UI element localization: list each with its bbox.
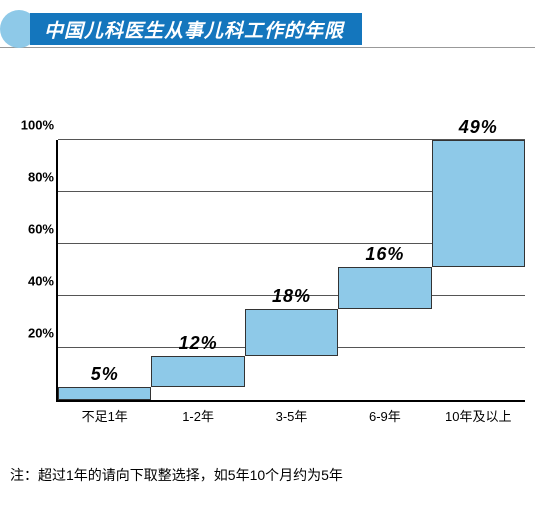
- y-axis-label: 20%: [12, 326, 54, 341]
- bar: [432, 140, 525, 267]
- bar-value-label: 12%: [151, 333, 244, 354]
- bar-group: 18%3-5年: [245, 140, 338, 400]
- x-axis-label: 3-5年: [245, 406, 338, 425]
- bar-group: 49%10年及以上: [432, 140, 525, 400]
- bar-value-label: 16%: [338, 244, 431, 265]
- bar: [58, 387, 151, 400]
- x-axis-label: 不足1年: [58, 406, 151, 425]
- chart-title: 中国儿科医生从事儿科工作的年限: [30, 13, 362, 45]
- bar-value-label: 18%: [245, 286, 338, 307]
- bar: [151, 356, 244, 387]
- x-axis-label: 10年及以上: [432, 406, 525, 425]
- title-bar: 中国儿科医生从事儿科工作的年限: [0, 10, 535, 48]
- plot-area: 20%40%60%80%100%5%不足1年12%1-2年18%3-5年16%6…: [56, 140, 525, 402]
- y-axis-label: 100%: [12, 118, 54, 133]
- y-axis-label: 80%: [12, 170, 54, 185]
- bar: [245, 309, 338, 356]
- chart: 20%40%60%80%100%5%不足1年12%1-2年18%3-5年16%6…: [10, 140, 525, 430]
- y-axis-label: 60%: [12, 222, 54, 237]
- x-axis-label: 6-9年: [338, 406, 431, 425]
- bar-value-label: 49%: [432, 117, 525, 138]
- bar: [338, 267, 431, 309]
- footnote: 注：超过1年的请向下取整选择，如5年10个月约为5年: [10, 465, 343, 485]
- bar-value-label: 5%: [58, 364, 151, 385]
- title-underline: [0, 47, 535, 48]
- bar-group: 16%6-9年: [338, 140, 431, 400]
- x-axis-label: 1-2年: [151, 406, 244, 425]
- bar-group: 12%1-2年: [151, 140, 244, 400]
- bar-group: 5%不足1年: [58, 140, 151, 400]
- y-axis-label: 40%: [12, 274, 54, 289]
